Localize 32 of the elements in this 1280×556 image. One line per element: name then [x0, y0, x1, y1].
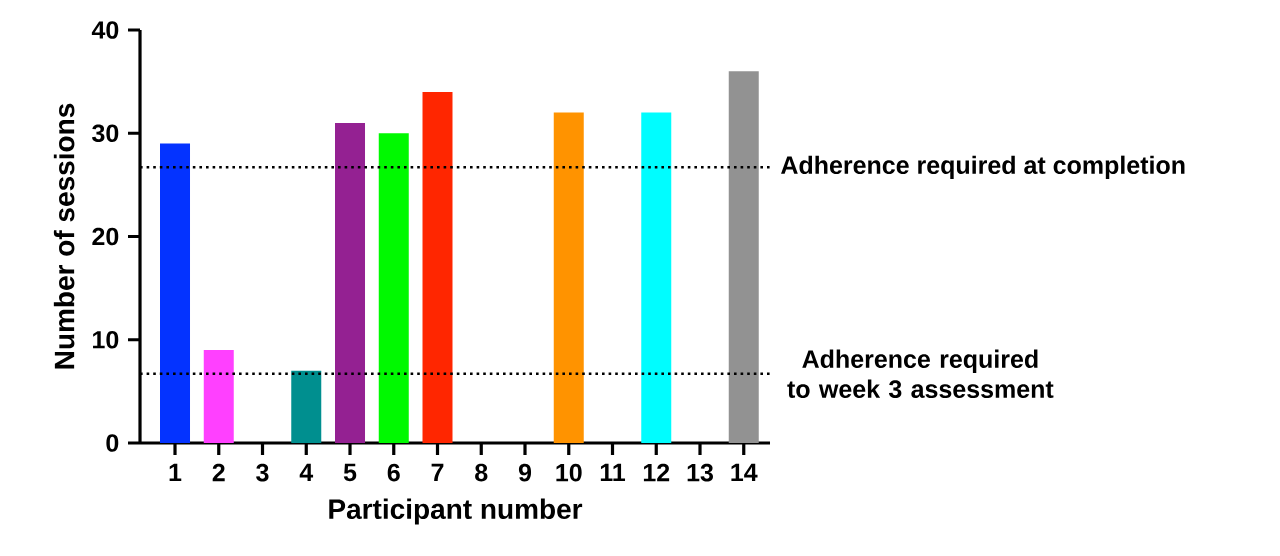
y-tick-label: 30 — [92, 124, 119, 143]
x-tick-label: 11 — [600, 463, 626, 481]
x-tick-label: 10 — [556, 463, 582, 482]
x-tick-label: 9 — [518, 463, 532, 482]
bar — [553, 112, 584, 443]
y-tick-label: 20 — [92, 227, 119, 246]
y-tick-label: 10 — [93, 330, 119, 349]
x-tick-label: 5 — [343, 463, 357, 482]
bar — [422, 91, 453, 443]
bar — [378, 133, 409, 443]
x-tick-label: 13 — [687, 463, 713, 482]
x-tick-label: 8 — [475, 463, 488, 482]
x-tick-label: 12 — [643, 463, 670, 482]
bar — [641, 112, 672, 443]
x-tick-label: 2 — [212, 463, 225, 482]
x-tick-label: 3 — [256, 463, 269, 482]
x-axis-title: Participant number — [329, 498, 583, 525]
y-tick-label: 40 — [91, 21, 119, 39]
bar — [203, 350, 234, 443]
bar — [335, 122, 366, 443]
x-tick-label: 4 — [299, 463, 314, 481]
x-tick-label: 6 — [387, 463, 400, 482]
bar — [291, 370, 322, 443]
bar — [160, 143, 191, 443]
bar — [728, 71, 759, 443]
x-tick-label: 1 — [169, 463, 182, 481]
ref-line-label: Adherence required at completion — [781, 155, 1185, 179]
x-tick-label: 14 — [731, 463, 758, 481]
y-axis-title: Number of sessions — [53, 103, 75, 369]
x-tick-label: 7 — [431, 463, 444, 481]
y-tick-label: 0 — [106, 434, 119, 452]
ref-line-label: Adherence required to week 3 assessment — [787, 349, 1054, 399]
